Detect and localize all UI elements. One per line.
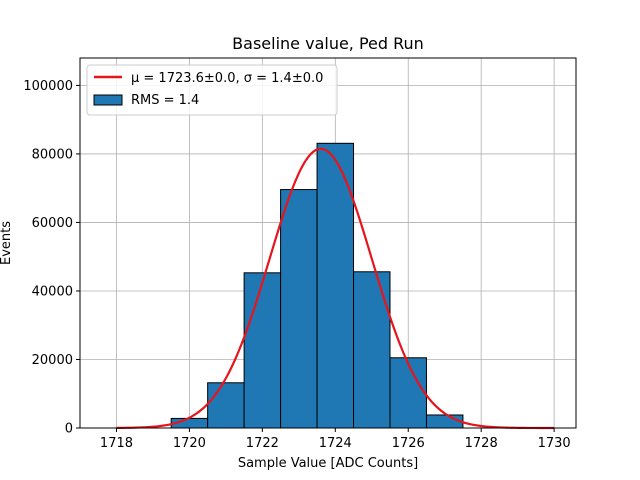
y-axis-label: Events	[0, 221, 14, 265]
plot-frame	[79, 57, 577, 429]
x-tick-label: 1728	[465, 436, 498, 451]
histogram-bar	[425, 414, 464, 429]
y-tick-label: 40000	[32, 284, 73, 299]
x-tick-label: 1722	[246, 436, 279, 451]
gaussian-fit	[116, 147, 555, 430]
legend-histogram-label: RMS = 1.4	[131, 93, 199, 108]
x-tick-label: 1730	[538, 436, 571, 451]
legend: μ = 1723.6±0.0, σ = 1.4±0.0 RMS = 1.4	[86, 64, 338, 116]
y-tick-label: 100000	[23, 79, 73, 94]
y-tick-label: 0	[65, 422, 73, 437]
histogram-bar	[243, 272, 282, 429]
chart-title: Baseline value, Ped Run	[232, 34, 424, 53]
x-tick-label: 1724	[319, 436, 352, 451]
x-tick-label: 1726	[392, 436, 425, 451]
histogram-bar	[389, 357, 427, 429]
x-tick-label: 1718	[100, 436, 133, 451]
y-axis-ticks: 0 20000 40000 60000 80000 100000	[23, 79, 80, 437]
y-tick-label: 20000	[32, 353, 73, 368]
histogram-bar	[353, 271, 391, 429]
histogram-bar	[316, 142, 355, 429]
histogram-bar	[280, 189, 318, 429]
histogram-bars	[170, 142, 464, 429]
fit-curve	[116, 147, 555, 430]
y-tick-label: 80000	[32, 147, 73, 162]
legend-box	[86, 64, 338, 116]
x-axis-label: Sample Value [ADC Counts]	[238, 456, 418, 471]
x-tick-label: 1720	[173, 436, 206, 451]
x-axis-ticks: 1718 1720 1722 1724 1726 1728 1730	[100, 428, 571, 451]
y-tick-label: 60000	[32, 216, 73, 231]
legend-fit-label: μ = 1723.6±0.0, σ = 1.4±0.0	[131, 71, 323, 86]
legend-histogram-swatch	[93, 94, 123, 106]
histogram-bar	[207, 382, 245, 429]
